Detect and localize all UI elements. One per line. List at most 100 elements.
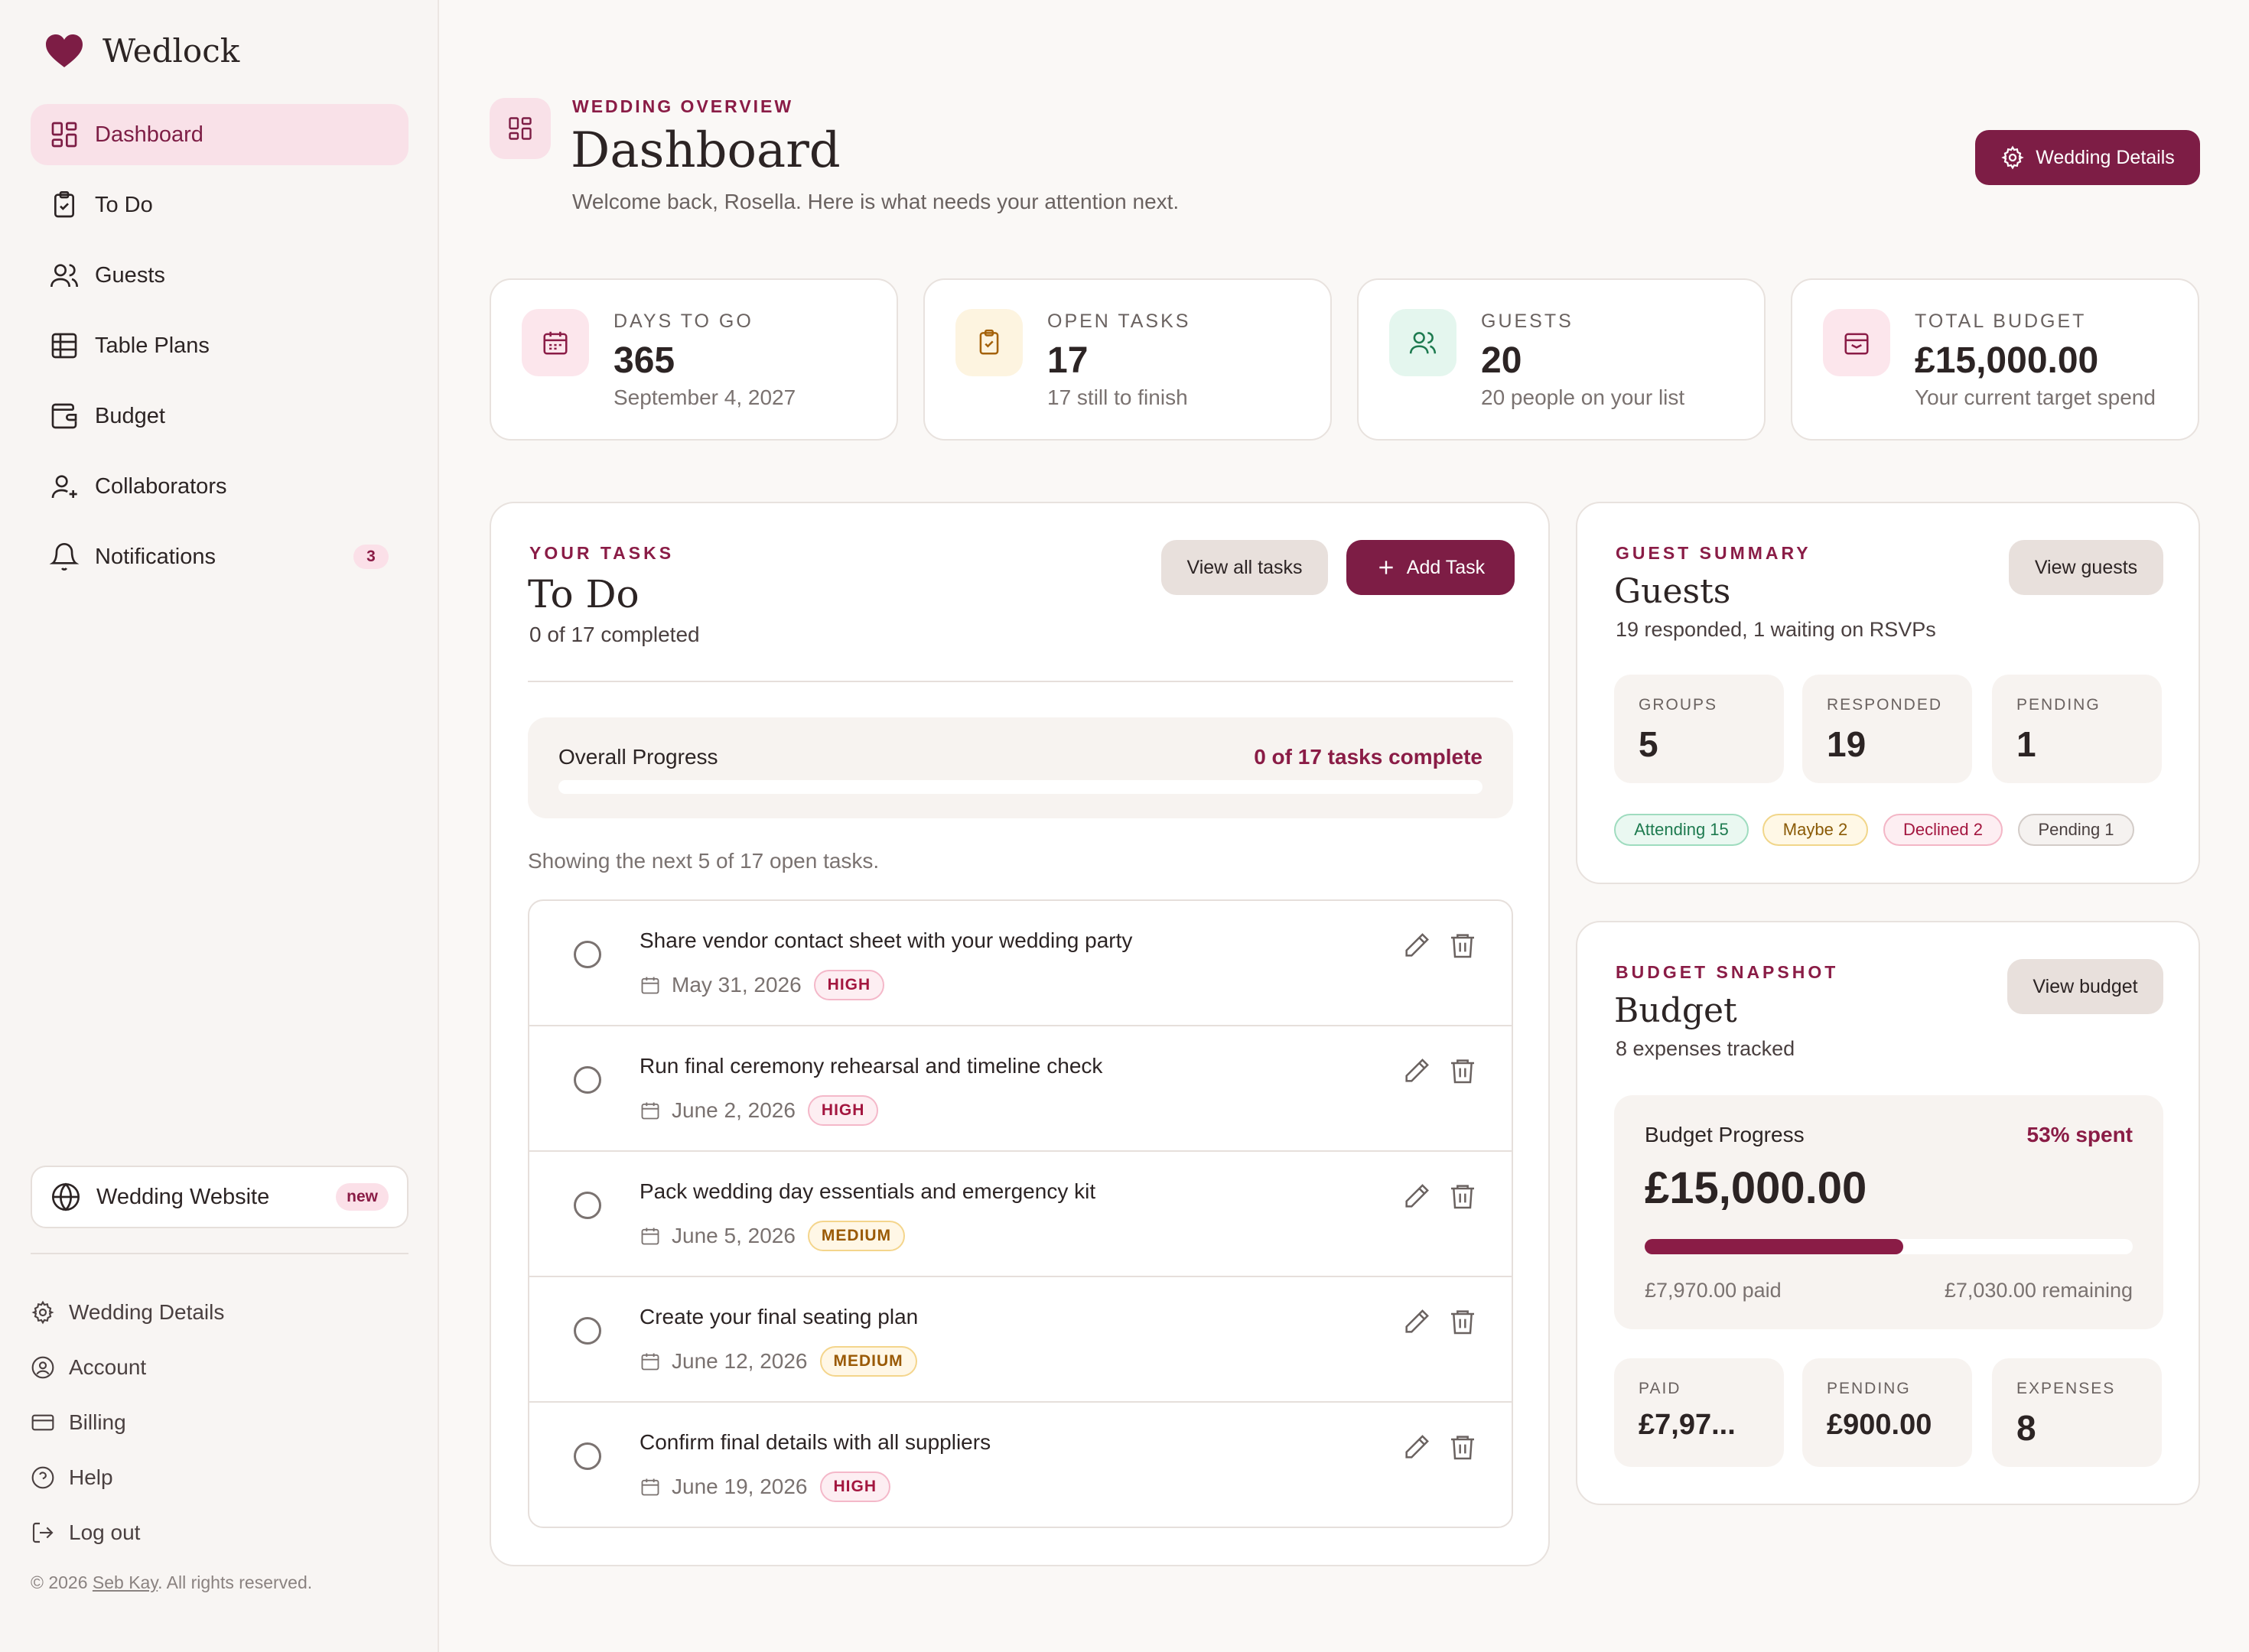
user-plus-icon <box>51 475 77 499</box>
stat-sub: 17 still to finish <box>1047 385 1188 409</box>
rsvp-chip-declined[interactable]: Declined 2 <box>1883 814 2003 846</box>
sidebar-item-logout[interactable]: Log out <box>31 1505 224 1560</box>
budget-title: Budget <box>1614 991 1737 1030</box>
wedding-details-button[interactable]: Wedding Details <box>1975 130 2200 185</box>
task-checkbox[interactable] <box>574 1066 601 1094</box>
stat-icon-box <box>1389 309 1456 376</box>
sidebar-item-label: Guests <box>95 262 165 288</box>
sidebar: Wedlock Dashboard To Do Guests Table Pla… <box>0 0 439 1652</box>
view-budget-button[interactable]: View budget <box>2007 959 2163 1014</box>
view-guests-button[interactable]: View guests <box>2009 540 2163 595</box>
tasks-title: To Do <box>528 572 640 616</box>
calendar-icon <box>641 1353 659 1371</box>
task-date: May 31, 2026 <box>672 973 802 997</box>
calendar-icon <box>641 1102 659 1120</box>
guests-title: Guests <box>1614 572 1731 611</box>
task-row: Create your final seating plan June 12, … <box>529 1277 1512 1403</box>
credit-card-icon <box>31 1414 54 1431</box>
guest-stat-groups: GROUPS 5 <box>1614 675 1784 783</box>
task-row: Pack wedding day essentials and emergenc… <box>529 1152 1512 1277</box>
mini-value: 1 <box>2016 724 2036 764</box>
stat-value: 365 <box>614 340 675 381</box>
progress-status: 0 of 17 tasks complete <box>1254 745 1483 769</box>
task-date: June 5, 2026 <box>672 1224 796 1247</box>
add-task-button[interactable]: Add Task <box>1346 540 1515 595</box>
gear-icon <box>2001 145 2024 170</box>
budget-eyebrow: BUDGET SNAPSHOT <box>1616 962 1839 982</box>
globe-icon <box>52 1182 80 1211</box>
sidebar-item-todo[interactable]: To Do <box>31 174 408 236</box>
sidebar-item-account[interactable]: Account <box>31 1340 224 1395</box>
sidebar-item-billing[interactable]: Billing <box>31 1395 224 1450</box>
mini-label: PENDING <box>2016 696 2101 714</box>
sidebar-item-guests[interactable]: Guests <box>31 245 408 306</box>
task-list: Share vendor contact sheet with your wed… <box>528 899 1513 1528</box>
calendar-icon <box>543 331 568 355</box>
view-all-tasks-button[interactable]: View all tasks <box>1161 540 1328 595</box>
sub-nav-label: Billing <box>69 1410 126 1434</box>
stat-card-days: DAYS TO GO 365 September 4, 2027 <box>490 278 898 441</box>
users-icon <box>50 264 78 288</box>
progress-track <box>558 780 1483 794</box>
view-guests-label: View guests <box>2034 556 2138 578</box>
pencil-icon[interactable] <box>1401 1306 1432 1337</box>
rsvp-chip-maybe[interactable]: Maybe 2 <box>1762 814 1868 846</box>
users-icon <box>1409 332 1437 354</box>
stat-label: OPEN TASKS <box>1047 311 1191 332</box>
tasks-divider <box>528 681 1513 682</box>
trash-icon[interactable] <box>1447 1306 1478 1337</box>
rsvp-chip-pending[interactable]: Pending 1 <box>2018 814 2134 846</box>
mini-value: 8 <box>2016 1408 2036 1448</box>
sidebar-item-label: Notifications <box>95 544 216 569</box>
copyright-suffix: . All rights reserved. <box>158 1572 313 1592</box>
budget-total: £15,000.00 <box>1645 1163 1867 1213</box>
sidebar-item-budget[interactable]: Budget <box>31 385 408 447</box>
priority-badge: HIGH <box>807 1095 879 1126</box>
sidebar-item-wedding-details[interactable]: Wedding Details <box>31 1285 224 1340</box>
bell-icon <box>49 543 80 571</box>
task-checkbox[interactable] <box>574 941 601 968</box>
trash-icon[interactable] <box>1447 930 1478 961</box>
task-checkbox[interactable] <box>574 1192 601 1219</box>
priority-badge: HIGH <box>819 1472 890 1502</box>
task-title: Create your final seating plan <box>640 1305 919 1328</box>
task-checkbox[interactable] <box>574 1442 601 1470</box>
budget-snapshot-panel: BUDGET SNAPSHOT Budget 8 expenses tracke… <box>1576 921 2200 1505</box>
mini-label: PENDING <box>1827 1380 1911 1397</box>
sidebar-item-table-plans[interactable]: Table Plans <box>31 315 408 376</box>
budget-progress-fill <box>1645 1239 1904 1254</box>
add-task-label: Add Task <box>1406 556 1486 578</box>
sidebar-item-dashboard[interactable]: Dashboard <box>31 104 408 165</box>
rsvp-chip-attending[interactable]: Attending 15 <box>1614 814 1749 846</box>
main-nav: Dashboard To Do Guests Table Plans Budge… <box>31 104 408 597</box>
pencil-icon[interactable] <box>1401 1055 1432 1086</box>
tasks-panel: YOUR TASKS To Do 0 of 17 completed View … <box>490 502 1550 1566</box>
task-title: Confirm final details with all suppliers <box>640 1430 991 1454</box>
showing-text: Showing the next 5 of 17 open tasks. <box>528 849 880 873</box>
priority-badge: MEDIUM <box>807 1221 906 1251</box>
wedding-website-button[interactable]: Wedding Website new <box>31 1166 408 1228</box>
trash-icon[interactable] <box>1447 1055 1478 1086</box>
logout-icon <box>32 1522 54 1543</box>
copyright-prefix: © 2026 <box>31 1572 93 1592</box>
author-link[interactable]: Seb Kay <box>92 1572 158 1592</box>
trash-icon[interactable] <box>1447 1181 1478 1211</box>
header-eyebrow: WEDDING OVERVIEW <box>572 96 794 116</box>
sidebar-item-collaborators[interactable]: Collaborators <box>31 456 408 517</box>
budget-remaining-text: £7,030.00 remaining <box>1944 1279 2133 1302</box>
trash-icon[interactable] <box>1447 1432 1478 1462</box>
stat-label: DAYS TO GO <box>614 311 753 332</box>
pencil-icon[interactable] <box>1401 1432 1432 1462</box>
pencil-icon[interactable] <box>1401 1181 1432 1211</box>
stat-card-budget: TOTAL BUDGET £15,000.00 Your current tar… <box>1791 278 2199 441</box>
budget-spent-text: 53% spent <box>2026 1123 2133 1146</box>
mini-value: 5 <box>1639 724 1658 764</box>
sidebar-item-notifications[interactable]: Notifications 3 <box>31 526 408 587</box>
sidebar-item-help[interactable]: Help <box>31 1450 224 1505</box>
wallet-icon <box>51 403 77 429</box>
mini-value: £7,97... <box>1639 1409 1736 1441</box>
task-checkbox[interactable] <box>574 1317 601 1345</box>
progress-label: Overall Progress <box>558 745 718 769</box>
pencil-icon[interactable] <box>1401 930 1432 961</box>
brand[interactable]: Wedlock <box>44 32 239 70</box>
